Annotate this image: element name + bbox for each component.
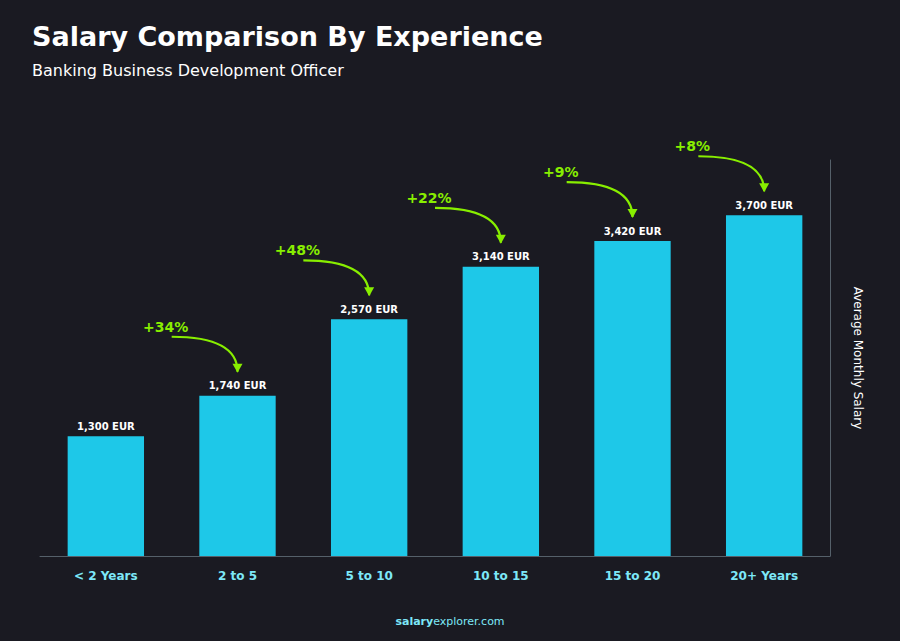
svg-text:3,140 EUR: 3,140 EUR bbox=[472, 251, 530, 262]
svg-text:+34%: +34% bbox=[143, 319, 188, 335]
svg-text:1,300 EUR: 1,300 EUR bbox=[77, 421, 135, 432]
svg-text:10 to 15: 10 to 15 bbox=[473, 569, 529, 583]
svg-text:+22%: +22% bbox=[406, 190, 451, 206]
svg-text:explorer.com: explorer.com bbox=[433, 615, 504, 628]
svg-text:Salary Comparison By Experienc: Salary Comparison By Experience bbox=[32, 21, 543, 52]
svg-text:1,740 EUR: 1,740 EUR bbox=[209, 380, 267, 391]
svg-text:5 to 10: 5 to 10 bbox=[345, 569, 392, 583]
svg-text:salary: salary bbox=[395, 615, 433, 628]
svg-text:20+ Years: 20+ Years bbox=[730, 569, 798, 583]
svg-text:3,700 EUR: 3,700 EUR bbox=[735, 200, 793, 211]
svg-text:Banking Business Development O: Banking Business Development Officer bbox=[32, 61, 344, 80]
svg-text:< 2 Years: < 2 Years bbox=[74, 569, 138, 583]
svg-text:2 to 5: 2 to 5 bbox=[218, 569, 257, 583]
svg-text:+9%: +9% bbox=[543, 164, 579, 180]
svg-text:15 to 20: 15 to 20 bbox=[605, 569, 661, 583]
svg-text:Average Monthly Salary: Average Monthly Salary bbox=[851, 287, 865, 430]
svg-text:+48%: +48% bbox=[275, 242, 320, 258]
svg-text:2,570 EUR: 2,570 EUR bbox=[340, 304, 398, 315]
svg-text:+8%: +8% bbox=[675, 138, 711, 154]
svg-text:3,420 EUR: 3,420 EUR bbox=[604, 226, 662, 237]
